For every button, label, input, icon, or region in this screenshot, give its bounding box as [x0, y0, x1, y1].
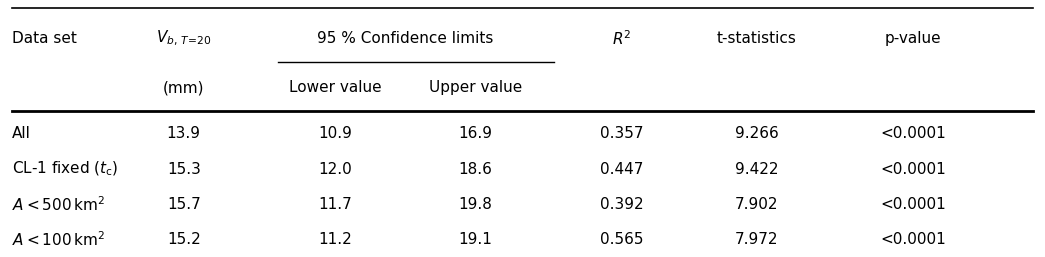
Text: $A < 100\,\mathrm{km}^2$: $A < 100\,\mathrm{km}^2$ [11, 231, 105, 249]
Text: p-value: p-value [885, 31, 942, 46]
Text: All: All [11, 126, 30, 141]
Text: $R^2$: $R^2$ [611, 29, 631, 48]
Text: $A < 500\,\mathrm{km}^2$: $A < 500\,\mathrm{km}^2$ [11, 195, 105, 214]
Text: 9.422: 9.422 [736, 162, 779, 177]
Text: 10.9: 10.9 [318, 126, 352, 141]
Text: <0.0001: <0.0001 [881, 162, 946, 177]
Text: Data set: Data set [11, 31, 76, 46]
Text: <0.0001: <0.0001 [881, 197, 946, 212]
Text: 95 % Confidence limits: 95 % Confidence limits [317, 31, 493, 46]
Text: 11.2: 11.2 [318, 232, 352, 247]
Text: 13.9: 13.9 [167, 126, 201, 141]
Text: $V_{b,\,T\!=\!20}$: $V_{b,\,T\!=\!20}$ [156, 29, 211, 48]
Text: 19.1: 19.1 [459, 232, 492, 247]
Text: 7.902: 7.902 [736, 197, 779, 212]
Text: t-statistics: t-statistics [717, 31, 797, 46]
Text: 0.447: 0.447 [600, 162, 644, 177]
Text: 16.9: 16.9 [459, 126, 492, 141]
Text: 7.972: 7.972 [736, 232, 779, 247]
Text: Lower value: Lower value [288, 80, 381, 95]
Text: Upper value: Upper value [429, 80, 522, 95]
Text: <0.0001: <0.0001 [881, 232, 946, 247]
Text: (mm): (mm) [163, 80, 205, 95]
Text: CL-1 fixed ($t_\mathrm{c}$): CL-1 fixed ($t_\mathrm{c}$) [11, 160, 118, 178]
Text: 12.0: 12.0 [318, 162, 352, 177]
Text: <0.0001: <0.0001 [881, 126, 946, 141]
Text: 15.3: 15.3 [167, 162, 201, 177]
Text: 19.8: 19.8 [459, 197, 492, 212]
Text: 15.2: 15.2 [167, 232, 201, 247]
Text: 11.7: 11.7 [318, 197, 352, 212]
Text: 0.357: 0.357 [600, 126, 644, 141]
Text: 0.392: 0.392 [600, 197, 644, 212]
Text: 9.266: 9.266 [735, 126, 779, 141]
Text: 15.7: 15.7 [167, 197, 201, 212]
Text: 0.565: 0.565 [600, 232, 644, 247]
Text: 18.6: 18.6 [459, 162, 492, 177]
